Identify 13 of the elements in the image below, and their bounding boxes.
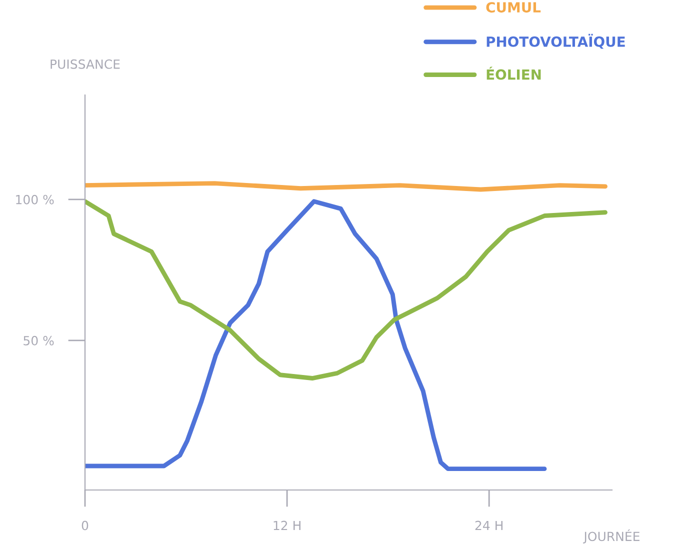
- x-axis-title: JOURNÉE: [583, 529, 640, 544]
- y-tick-label: 50 %: [24, 336, 54, 346]
- legend-label: PHOTOVOLTAÏQUE: [486, 34, 625, 49]
- legend-label: ÉOLIEN: [486, 66, 541, 80]
- x-tick-label: 12 H: [274, 520, 300, 530]
- line-series: [85, 199, 547, 472]
- line-series: [85, 181, 608, 192]
- x-tick-label: 24 H: [475, 520, 502, 530]
- y-axis-title: PUISSANCE: [50, 59, 120, 69]
- y-tick-label: 100 %: [16, 194, 54, 204]
- line-series: [85, 199, 608, 380]
- x-tick-label: 0: [82, 520, 88, 530]
- legend-label: CUMUL: [486, 2, 541, 13]
